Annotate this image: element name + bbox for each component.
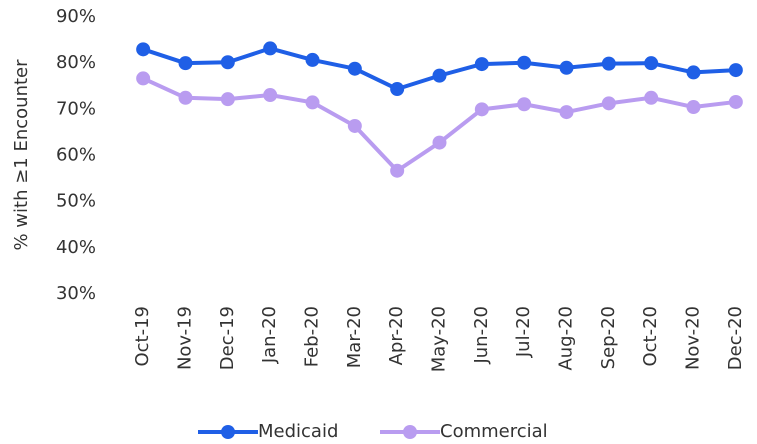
data-point: [178, 56, 193, 71]
x-tick-label: Apr-20: [386, 306, 407, 365]
data-point: [136, 71, 151, 86]
data-point: [601, 96, 616, 111]
data-point: [728, 94, 743, 109]
data-point: [644, 56, 659, 71]
x-tick-label: May-20: [429, 306, 450, 372]
data-point: [178, 90, 193, 105]
x-tick-label: Sep-20: [598, 306, 619, 369]
x-tick-label: Dec-19: [217, 306, 238, 370]
x-tick-label: Aug-20: [556, 306, 577, 371]
x-tick-label: Feb-20: [302, 306, 323, 367]
data-point: [220, 92, 235, 107]
x-tick-label: Oct-20: [640, 306, 661, 367]
data-point: [644, 90, 659, 105]
data-point: [305, 52, 320, 67]
data-point: [305, 95, 320, 110]
x-tick-label: Nov-20: [683, 306, 704, 370]
data-point: [263, 41, 278, 56]
data-point: [559, 60, 574, 75]
data-point: [517, 55, 532, 70]
x-tick-label: Mar-20: [344, 306, 365, 368]
y-tick-label: 50%: [56, 191, 96, 212]
data-point: [474, 102, 489, 117]
x-tick-label: Jan-20: [259, 306, 280, 364]
legend-marker: [403, 425, 417, 439]
data-point: [686, 100, 701, 115]
y-tick-label: 60%: [56, 145, 96, 166]
data-point: [347, 118, 362, 133]
y-axis-label: % with ≥1 Encounter: [11, 59, 32, 251]
y-tick-label: 90%: [56, 6, 96, 27]
y-tick-label: 30%: [56, 283, 96, 304]
data-point: [517, 97, 532, 112]
data-point: [390, 82, 405, 97]
data-point: [263, 88, 278, 103]
data-point: [728, 63, 743, 78]
x-tick-label: Jul-20: [513, 306, 534, 358]
legend-label: Commercial: [440, 421, 548, 442]
data-point: [432, 135, 447, 150]
data-point: [559, 105, 574, 120]
data-point: [347, 61, 362, 76]
x-tick-label: Dec-20: [725, 306, 746, 370]
data-point: [686, 65, 701, 80]
x-tick-label: Nov-19: [175, 306, 196, 370]
data-point: [390, 163, 405, 178]
y-tick-label: 80%: [56, 52, 96, 73]
y-tick-label: 40%: [56, 237, 96, 258]
x-tick-label: Jun-20: [471, 306, 492, 365]
data-point: [432, 68, 447, 83]
legend-label: Medicaid: [258, 421, 338, 442]
data-point: [220, 55, 235, 70]
y-tick-label: 70%: [56, 98, 96, 119]
legend-marker: [221, 425, 235, 439]
data-point: [474, 57, 489, 72]
x-tick-label: Oct-19: [132, 306, 153, 367]
data-point: [601, 56, 616, 71]
data-point: [136, 42, 151, 57]
